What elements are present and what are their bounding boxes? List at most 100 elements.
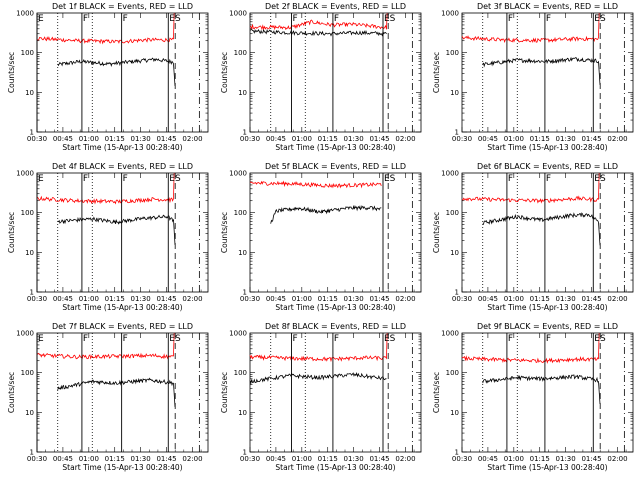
x-tick-label: 01:15 xyxy=(318,295,338,303)
x-tick-label: 00:45 xyxy=(478,295,498,303)
marker-label: F xyxy=(83,334,88,344)
chart-title: Det 9f BLACK = Events, RED = LLD xyxy=(477,322,618,331)
y-tick-label: 100 xyxy=(234,369,247,377)
chart-panel-9: Det 9f BLACK = Events, RED = LLD 1 10 100 10… xyxy=(432,322,634,472)
x-tick-label: 02:00 xyxy=(607,295,627,303)
chart-panel-4: Det 4f BLACK = Events, RED = LLD 1 10 100 10… xyxy=(7,162,209,312)
y-axis-label: Counts/sec xyxy=(220,52,229,93)
series-line-lld xyxy=(461,13,600,44)
x-tick-label: 02:00 xyxy=(395,135,415,143)
y-tick-label: 1000 xyxy=(441,170,459,178)
y-tick-label: 10 xyxy=(450,89,459,97)
series-line-lld xyxy=(461,333,600,364)
x-tick-label: 01:30 xyxy=(556,135,576,143)
x-tick-label: 01:00 xyxy=(79,135,99,143)
x-tick-label: 00:30 xyxy=(452,135,472,143)
x-axis-label: Start Time (15-Apr-13 00:28:40) xyxy=(62,463,182,472)
x-tick-label: 01:00 xyxy=(504,135,524,143)
x-tick-label: 00:45 xyxy=(478,455,498,463)
series-line-events xyxy=(57,57,176,86)
chart-title: Det 3f BLACK = Events, RED = LLD xyxy=(477,2,618,11)
x-axis-label: Start Time (15-Apr-13 00:28:40) xyxy=(62,303,182,312)
marker-label: ES xyxy=(384,334,396,344)
marker-label: ES xyxy=(169,334,181,344)
y-tick-label: 1000 xyxy=(229,170,247,178)
y-tick-label: 10 xyxy=(238,249,247,257)
series-line-events xyxy=(270,204,382,224)
y-tick-label: 1 xyxy=(243,449,247,457)
y-tick-label: 100 xyxy=(446,209,459,217)
marker-label: F xyxy=(334,334,339,344)
marker-label: F xyxy=(508,14,513,24)
x-tick-label: 01:30 xyxy=(556,455,576,463)
x-tick-label: 01:15 xyxy=(318,135,338,143)
y-tick-label: 100 xyxy=(234,209,247,217)
x-tick-label: 01:45 xyxy=(369,455,389,463)
x-tick-label: 01:00 xyxy=(292,455,312,463)
x-tick-label: 02:00 xyxy=(182,135,202,143)
marker-label: F xyxy=(546,14,551,24)
y-tick-label: 100 xyxy=(446,369,459,377)
plot-frame xyxy=(249,12,422,133)
x-tick-label: 00:45 xyxy=(53,295,73,303)
chart-title: Det 5f BLACK = Events, RED = LLD xyxy=(265,162,406,171)
y-tick-label: 1000 xyxy=(229,330,247,338)
chart-title: Det 6f BLACK = Events, RED = LLD xyxy=(477,162,618,171)
y-tick-label: 1000 xyxy=(16,330,34,338)
x-axis-label: Start Time (15-Apr-13 00:28:40) xyxy=(62,143,182,152)
chart-title: Det 7f BLACK = Events, RED = LLD xyxy=(52,322,193,331)
x-axis-label: Start Time (15-Apr-13 00:28:40) xyxy=(275,303,395,312)
series-line-events xyxy=(249,28,387,37)
y-tick-label: 1 xyxy=(30,449,34,457)
y-tick-label: 10 xyxy=(25,249,34,257)
y-axis-label: Counts/sec xyxy=(220,372,229,413)
marker-label: ES xyxy=(384,14,396,24)
x-tick-label: 01:45 xyxy=(369,135,389,143)
chart-title: Det 2f BLACK = Events, RED = LLD xyxy=(265,2,406,11)
x-tick-label: 01:00 xyxy=(79,295,99,303)
x-tick-label: 01:15 xyxy=(318,455,338,463)
x-tick-label: 01:00 xyxy=(504,295,524,303)
x-tick-label: 01:45 xyxy=(156,295,176,303)
x-tick-label: 01:00 xyxy=(292,135,312,143)
x-tick-label: 01:45 xyxy=(581,135,601,143)
marker-label: E xyxy=(38,14,44,24)
y-tick-label: 1000 xyxy=(229,10,247,18)
x-tick-label: 02:00 xyxy=(607,455,627,463)
y-tick-label: 1 xyxy=(455,449,459,457)
chart-title: Det 1f BLACK = Events, RED = LLD xyxy=(52,2,193,11)
series-line-events xyxy=(482,374,601,405)
x-tick-label: 01:00 xyxy=(504,455,524,463)
chart-panel-1: Det 1f BLACK = Events, RED = LLD 1 10 100 10… xyxy=(7,2,209,152)
y-tick-label: 10 xyxy=(25,409,34,417)
series-line-lld xyxy=(36,333,175,360)
x-tick-label: 01:30 xyxy=(344,295,364,303)
plot-frame xyxy=(36,172,209,293)
x-tick-label: 00:30 xyxy=(452,295,472,303)
y-axis-label: Counts/sec xyxy=(432,52,441,93)
plot-frame xyxy=(36,12,209,133)
y-tick-label: 10 xyxy=(450,249,459,257)
x-tick-label: 00:45 xyxy=(53,455,73,463)
marker-label: ES xyxy=(594,14,606,24)
x-tick-label: 01:00 xyxy=(79,455,99,463)
y-axis-label: Counts/sec xyxy=(7,212,16,253)
plot-frame xyxy=(249,172,422,293)
series-line-lld xyxy=(249,333,388,363)
marker-label: F xyxy=(508,334,513,344)
x-tick-label: 02:00 xyxy=(395,455,415,463)
x-tick-label: 02:00 xyxy=(182,295,202,303)
x-tick-label: 01:15 xyxy=(105,455,125,463)
y-tick-label: 10 xyxy=(238,409,247,417)
x-axis-label: Start Time (15-Apr-13 00:28:40) xyxy=(275,143,395,152)
x-tick-label: 02:00 xyxy=(182,455,202,463)
y-tick-label: 10 xyxy=(238,89,247,97)
y-tick-label: 1 xyxy=(30,129,34,137)
x-tick-label: 01:45 xyxy=(156,135,176,143)
x-tick-label: 01:30 xyxy=(131,295,151,303)
chart-title: Det 4f BLACK = Events, RED = LLD xyxy=(52,162,193,171)
x-tick-label: 01:30 xyxy=(131,135,151,143)
plot-frame xyxy=(461,172,634,293)
chart-panel-6: Det 6f BLACK = Events, RED = LLD 1 10 100 10… xyxy=(432,162,634,312)
